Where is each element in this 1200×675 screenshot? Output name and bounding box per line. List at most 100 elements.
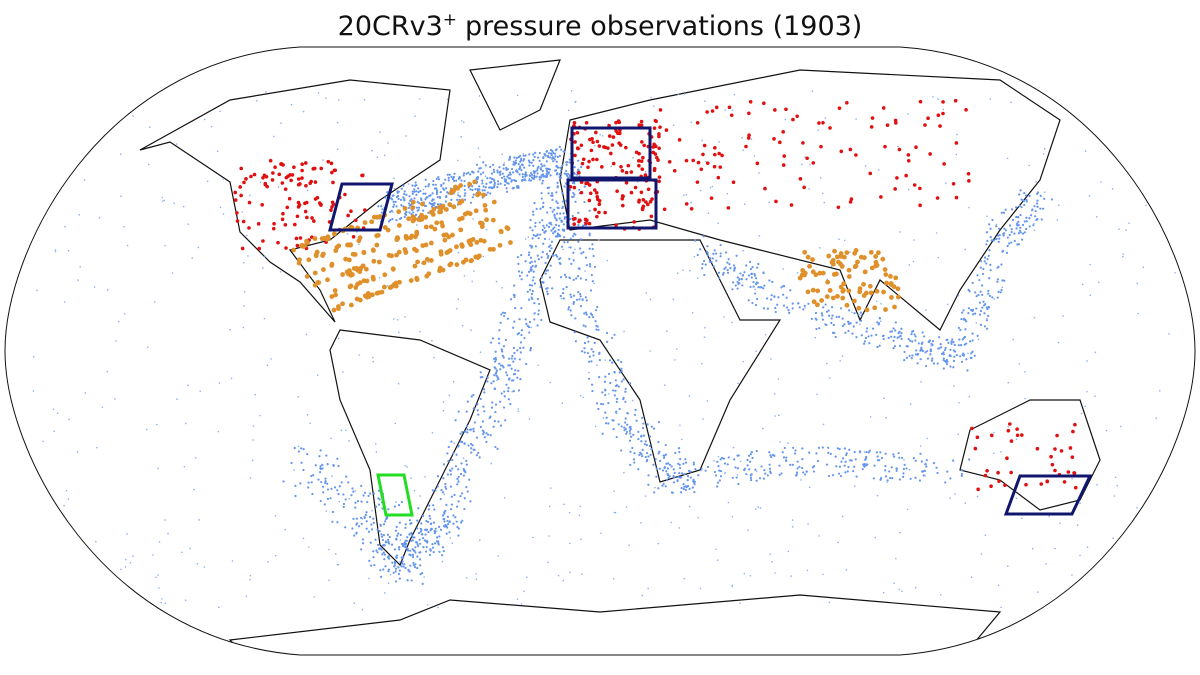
ship-obs [479,156,481,158]
ship-obs [758,172,760,174]
ship-obs [942,357,945,360]
ship-obs [712,265,715,268]
station-obs [1003,483,1007,487]
ship-obs [456,525,459,529]
ship-obs [312,474,315,477]
storm-obs [826,253,832,259]
ship-obs [818,535,821,537]
ship-obs [862,463,865,466]
ship-obs [443,493,446,495]
ship-obs [598,376,601,379]
ship-obs [629,463,632,466]
station-obs [1062,480,1067,484]
ship-obs [847,329,850,333]
ship-obs [648,444,651,448]
station-obs [303,201,307,206]
station-obs [954,195,959,200]
ship-obs [508,171,512,174]
ship-obs [579,292,582,296]
ship-obs [732,264,736,267]
ship-obs [974,291,977,294]
ship-obs [517,408,520,410]
station-obs [597,210,601,215]
ship-obs [614,511,617,514]
ship-obs [555,253,558,257]
ship-obs [465,459,468,463]
ship-obs [511,354,514,358]
ship-obs [1143,118,1146,121]
ship-obs [529,288,532,292]
ship-obs [801,163,803,166]
storm-obs [434,220,440,226]
ship-obs [754,283,758,286]
ship-obs [551,157,554,160]
ship-obs [323,503,326,506]
storm-obs [356,238,362,244]
ship-obs [733,458,736,461]
station-obs [970,426,974,431]
station-obs [964,108,968,112]
ship-obs [970,352,973,355]
ship-obs [541,219,544,222]
ship-obs [1033,222,1035,225]
ship-obs [965,342,968,345]
ship-obs [735,254,738,257]
ship-obs [382,523,386,526]
ship-obs [575,277,578,280]
storm-obs [872,305,878,311]
ship-obs [528,251,531,254]
ship-obs [538,159,541,162]
ship-obs [883,397,885,400]
ship-obs [530,284,534,287]
ship-obs [788,311,791,314]
ship-obs [925,459,928,462]
ship-obs [517,369,520,372]
ship-obs [1086,546,1089,549]
greenland [469,59,561,131]
station-obs [581,157,586,162]
ship-obs [821,318,825,321]
ship-obs [995,225,998,228]
ship-obs [482,255,485,258]
ship-obs [297,445,300,448]
ship-obs [994,238,997,241]
ship-obs [463,507,466,511]
ship-obs [541,182,544,185]
station-obs [333,168,338,173]
ship-obs [477,170,480,173]
ship-obs [1100,181,1102,183]
ship-obs [824,303,827,306]
ship-obs [554,155,557,158]
ship-obs [1086,360,1088,362]
ship-obs [757,286,760,289]
ship-obs [628,426,631,429]
ship-obs [549,148,553,152]
ship-obs [978,313,982,316]
ship-obs [54,250,57,253]
ship-obs [645,443,649,447]
ship-obs [573,172,576,175]
ship-obs [549,487,552,489]
ship-obs [243,305,245,307]
station-obs [923,123,927,127]
ship-obs [982,267,985,271]
station-obs [718,165,723,169]
ship-obs [449,485,453,488]
ship-obs [266,364,269,367]
storm-obs [408,278,414,283]
ship-obs [65,489,68,492]
station-obs [720,153,724,158]
ship-obs [658,467,661,470]
station-obs [343,192,347,197]
ship-obs [117,320,120,323]
ship-obs [503,497,506,499]
ship-obs [740,278,744,281]
ship-obs [837,472,841,475]
ship-obs [769,298,773,301]
ship-obs [954,493,956,495]
ship-obs [898,456,901,459]
storm-obs [810,257,815,263]
ship-obs [697,516,699,519]
storm-obs [484,217,489,223]
ship-obs [965,358,968,361]
